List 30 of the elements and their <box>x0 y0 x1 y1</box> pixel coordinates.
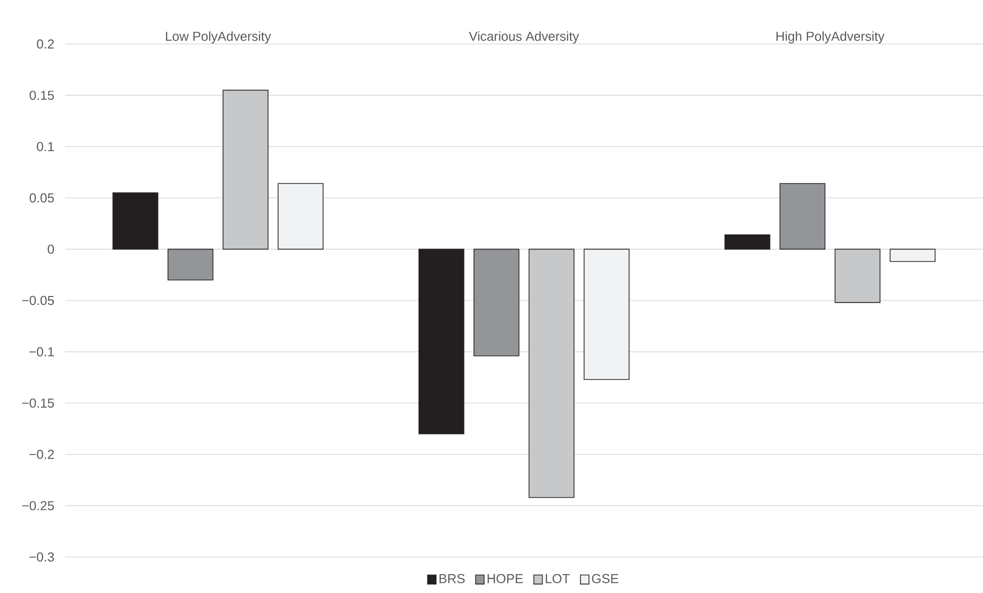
y-tick-label: 0 <box>48 244 54 254</box>
legend-label: BRS <box>440 574 465 584</box>
y-tick-label: −0.2 <box>29 450 54 459</box>
bar <box>418 248 464 434</box>
bar <box>584 248 630 380</box>
bar <box>724 234 770 250</box>
bar <box>222 90 268 250</box>
bar <box>780 183 826 250</box>
y-tick-label: −0.3 <box>29 552 54 562</box>
x-tick-label: High PolyAdversity <box>776 31 884 44</box>
x-tick-label: Vicarious Adversity <box>468 31 580 44</box>
y-tick-label: 0.05 <box>30 193 54 202</box>
y-tick-label: −0.1 <box>29 347 54 356</box>
y-tick-label: −0.25 <box>22 501 54 510</box>
legend-label: LOT <box>546 574 570 584</box>
legend-label: HOPE <box>488 574 523 584</box>
bar <box>112 192 158 250</box>
bar <box>528 248 574 498</box>
y-tick-label: −0.05 <box>22 296 54 306</box>
bar <box>890 248 936 262</box>
y-tick-label: 0.2 <box>36 39 54 49</box>
y-tick-label: 0.1 <box>36 142 54 152</box>
bar <box>168 248 214 280</box>
x-tick-label: Low PolyAdversity <box>166 31 272 44</box>
bar <box>278 183 324 250</box>
legend-label: GSE <box>592 574 618 584</box>
y-tick-label: −0.15 <box>22 398 54 408</box>
y-tick-label: 0.15 <box>30 90 54 100</box>
bar <box>474 248 520 356</box>
bar <box>834 248 880 303</box>
